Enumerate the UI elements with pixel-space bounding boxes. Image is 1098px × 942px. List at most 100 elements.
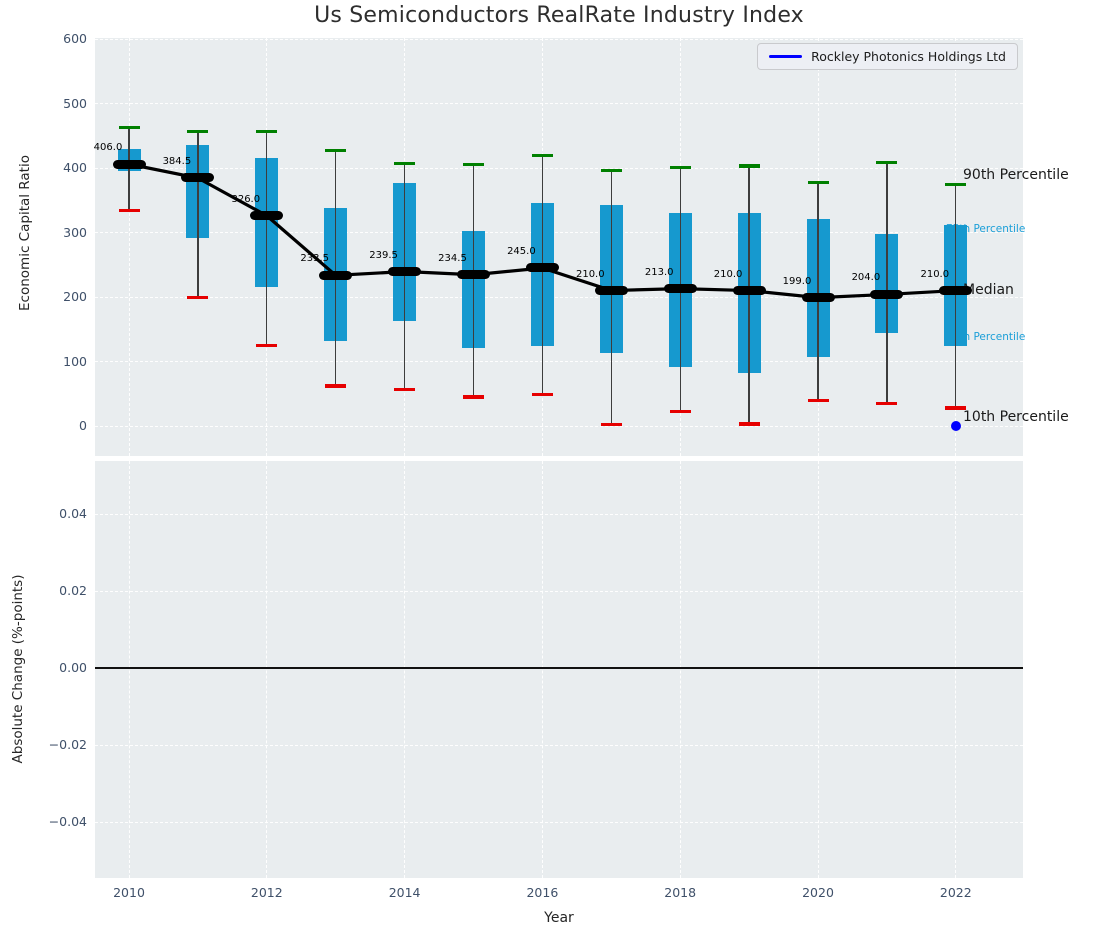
y-tick-label: 0.02 — [35, 583, 87, 599]
y-tick-label: 0.04 — [35, 506, 87, 522]
gridline-h — [95, 361, 1023, 362]
legend-label: Rockley Photonics Holdings Ltd — [811, 49, 1006, 64]
whisker-cap-top — [876, 161, 897, 164]
median-value-label: 199.0 — [775, 276, 819, 287]
whisker-cap-bottom — [601, 423, 622, 426]
whisker — [128, 127, 129, 210]
gridline-v — [818, 461, 819, 878]
whisker — [748, 166, 749, 424]
y-tick-label: 400 — [35, 160, 87, 176]
median-marker — [113, 160, 146, 169]
axes-economic-capital-ratio: Rockley Photonics Holdings Ltd 406.0384.… — [95, 38, 1023, 456]
y-tick-label: 100 — [35, 354, 87, 370]
whisker-cap-bottom — [876, 402, 897, 405]
median-value-label: 406.0 — [86, 142, 130, 153]
whisker — [404, 163, 405, 389]
axes-absolute-change — [95, 461, 1023, 878]
gridline-h — [95, 168, 1023, 169]
whisker — [335, 151, 336, 386]
gridline-v — [129, 38, 130, 456]
median-value-label: 213.0 — [637, 267, 681, 278]
right-label-p10: 10th Percentile — [963, 409, 1069, 425]
whisker — [542, 155, 543, 394]
whisker-cap-bottom — [463, 395, 484, 398]
y-tick-label: 200 — [35, 289, 87, 305]
y-tick-label: 300 — [35, 225, 87, 241]
zero-line — [95, 667, 1023, 669]
median-marker — [319, 271, 352, 280]
gridline-h — [95, 745, 1023, 746]
gridline-h — [95, 514, 1023, 515]
median-marker — [595, 286, 628, 295]
gridline-h — [95, 103, 1023, 104]
company-point — [951, 421, 961, 431]
median-value-label: 204.0 — [844, 272, 888, 283]
whisker — [817, 182, 818, 400]
right-label-p90: 90th Percentile — [963, 167, 1069, 183]
median-marker — [388, 267, 421, 276]
gridline-h — [95, 39, 1023, 40]
median-value-label: 233.5 — [293, 253, 337, 264]
median-marker — [802, 293, 835, 302]
whisker-cap-top — [394, 162, 415, 165]
whisker-cap-top — [601, 169, 622, 172]
whisker-cap-top — [532, 154, 553, 157]
gridline-h — [95, 591, 1023, 592]
whisker-cap-bottom — [256, 344, 277, 347]
whisker — [611, 171, 612, 425]
gridline-v — [129, 461, 130, 878]
whisker — [955, 184, 956, 408]
x-tick-label: 2020 — [788, 885, 848, 901]
chart-title: Us Semiconductors RealRate Industry Inde… — [95, 3, 1023, 28]
whisker-cap-top — [187, 130, 208, 133]
x-tick-label: 2016 — [512, 885, 572, 901]
y-axis-label-bottom: Absolute Change (%-points) — [9, 499, 27, 839]
y-tick-label: 0.00 — [35, 660, 87, 676]
whisker-cap-bottom — [532, 393, 553, 396]
gridline-v — [266, 461, 267, 878]
legend: Rockley Photonics Holdings Ltd — [757, 43, 1018, 70]
whisker — [266, 131, 267, 345]
median-marker — [870, 290, 903, 299]
median-marker — [457, 270, 490, 279]
gridline-v — [680, 461, 681, 878]
median-value-label: 326.0 — [224, 194, 268, 205]
whisker-cap-top — [463, 163, 484, 166]
x-tick-label: 2014 — [375, 885, 435, 901]
whisker-cap-bottom — [808, 399, 829, 402]
gridline-v — [542, 461, 543, 878]
figure: Us Semiconductors RealRate Industry Inde… — [0, 0, 1098, 942]
x-axis-label: Year — [95, 910, 1023, 926]
y-tick-label: 600 — [35, 31, 87, 47]
whisker-cap-bottom — [119, 209, 140, 212]
y-tick-label: 0 — [35, 418, 87, 434]
y-tick-label: 500 — [35, 96, 87, 112]
median-marker — [526, 263, 559, 272]
median-marker — [733, 286, 766, 295]
whisker-cap-bottom — [670, 410, 691, 413]
whisker-cap-top — [808, 181, 829, 184]
x-tick-label: 2010 — [99, 885, 159, 901]
whisker-cap-bottom — [325, 384, 346, 387]
gridline-h — [95, 822, 1023, 823]
whisker-cap-bottom — [187, 296, 208, 299]
median-value-label: 234.5 — [431, 253, 475, 264]
whisker-cap-bottom — [739, 422, 760, 425]
y-tick-label: −0.04 — [35, 814, 87, 830]
median-value-label: 210.0 — [706, 269, 750, 280]
y-tick-label: −0.02 — [35, 737, 87, 753]
whisker-cap-bottom — [394, 388, 415, 391]
gridline-v — [955, 461, 956, 878]
x-tick-label: 2012 — [237, 885, 297, 901]
whisker-cap-top — [670, 166, 691, 169]
whisker-cap-top — [739, 164, 760, 167]
median-marker — [939, 286, 972, 295]
median-value-label: 210.0 — [568, 269, 612, 280]
whisker-cap-top — [325, 149, 346, 152]
median-value-label: 384.5 — [155, 156, 199, 167]
x-tick-label: 2018 — [650, 885, 710, 901]
x-tick-label: 2022 — [926, 885, 986, 901]
median-marker — [181, 173, 214, 182]
gridline-v — [404, 461, 405, 878]
whisker-cap-top — [256, 130, 277, 133]
